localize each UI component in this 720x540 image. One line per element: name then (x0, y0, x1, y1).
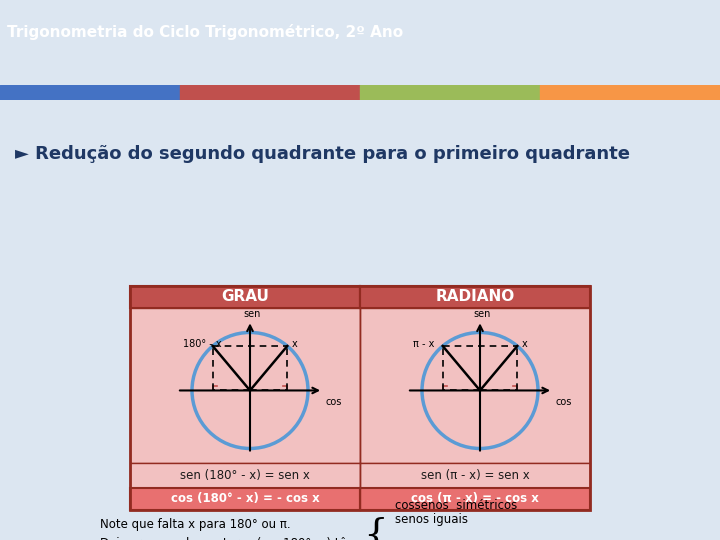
Bar (180, 85, 360, 100)
Text: sen: sen (473, 309, 491, 320)
Text: π - x: π - x (413, 339, 434, 349)
Text: x: x (521, 339, 527, 349)
FancyBboxPatch shape (360, 463, 590, 488)
FancyBboxPatch shape (130, 286, 360, 308)
Text: GRAU: GRAU (221, 289, 269, 305)
Text: sen: sen (243, 309, 261, 320)
Text: sen (180° - x) = sen x: sen (180° - x) = sen x (180, 469, 310, 482)
FancyBboxPatch shape (360, 286, 590, 308)
FancyBboxPatch shape (360, 488, 590, 510)
FancyBboxPatch shape (130, 488, 360, 510)
Text: senos iguais: senos iguais (395, 513, 468, 526)
FancyBboxPatch shape (130, 463, 360, 488)
Text: {: { (363, 517, 387, 540)
FancyBboxPatch shape (360, 308, 590, 463)
Text: 180° - x: 180° - x (183, 339, 221, 349)
Text: Trigonometria do Ciclo Trigonométrico, 2º Ano: Trigonometria do Ciclo Trigonométrico, 2… (7, 24, 403, 40)
Bar (540, 85, 720, 100)
Bar (360, 85, 540, 100)
Bar (0, 85, 180, 100)
Text: Note que falta x para 180° ou π.
Dois arcos suplementares (x e 180° -x) têm:: Note que falta x para 180° ou π. Dois ar… (100, 518, 362, 540)
Text: x: x (292, 339, 297, 349)
Text: cos (180° - x) = - cos x: cos (180° - x) = - cos x (171, 492, 320, 505)
Text: cos (π - x) = - cos x: cos (π - x) = - cos x (411, 492, 539, 505)
Text: cos: cos (326, 397, 343, 408)
Text: cos: cos (556, 397, 572, 408)
Text: ► Redução do segundo quadrante para o primeiro quadrante: ► Redução do segundo quadrante para o pr… (15, 145, 630, 163)
FancyBboxPatch shape (130, 308, 360, 463)
Text: RADIANO: RADIANO (436, 289, 515, 305)
Text: cossenos  simétricos: cossenos simétricos (395, 499, 517, 512)
Text: sen (π - x) = sen x: sen (π - x) = sen x (420, 469, 529, 482)
